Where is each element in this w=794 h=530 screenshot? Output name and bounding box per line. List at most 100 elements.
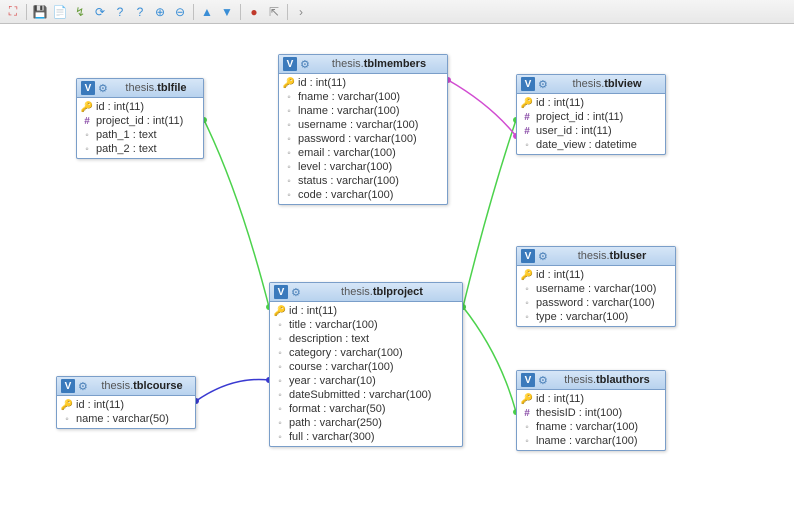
column-text: project_id : int(11) bbox=[96, 115, 183, 127]
column-icon: ◦ bbox=[275, 418, 285, 429]
gear-icon[interactable]: ⚙ bbox=[538, 78, 550, 90]
gear-icon[interactable]: ⚙ bbox=[538, 374, 550, 386]
help2-icon[interactable]: ? bbox=[131, 3, 149, 21]
table-column[interactable]: 🔑id : int(11) bbox=[77, 100, 203, 114]
table-header[interactable]: V⚙thesis.tblview bbox=[517, 75, 665, 94]
table-v-icon: V bbox=[521, 249, 535, 263]
table-column[interactable]: 🔑 id : int(11) bbox=[517, 392, 665, 406]
table-header[interactable]: V⚙thesis.tblproject bbox=[270, 283, 462, 302]
table-header[interactable]: V⚙thesis.tbluser bbox=[517, 247, 675, 266]
table-header[interactable]: V⚙thesis.tblcourse bbox=[57, 377, 195, 396]
table-header[interactable]: V⚙thesis.tblfile bbox=[77, 79, 203, 98]
table-name-label: tblauthors bbox=[596, 374, 650, 386]
table-columns: 🔑id : int(11)◦name : varchar(50) bbox=[57, 396, 195, 428]
table-column[interactable]: ◦username : varchar(100) bbox=[279, 118, 447, 132]
toolbar-separator bbox=[26, 4, 27, 20]
gear-icon[interactable]: ⚙ bbox=[300, 58, 312, 70]
table-column[interactable]: ◦name : varchar(50) bbox=[57, 412, 195, 426]
column-icon: ◦ bbox=[275, 376, 285, 387]
table-column[interactable]: ◦dateSubmitted : varchar(100) bbox=[270, 388, 462, 402]
table-column[interactable]: 🔑id : int(11) bbox=[57, 398, 195, 412]
table-column[interactable]: ◦fname : varchar(100) bbox=[517, 420, 665, 434]
table-tblfile[interactable]: V⚙thesis.tblfile 🔑id : int(11) # project_id… bbox=[76, 78, 204, 159]
table-header[interactable]: V⚙thesis.tblmembers bbox=[279, 55, 447, 74]
table-tblproject[interactable]: V⚙thesis.tblproject 🔑id : int(11)◦title :… bbox=[269, 282, 463, 447]
table-column[interactable]: ◦password : varchar(100) bbox=[517, 296, 675, 310]
save-icon[interactable]: 💾 bbox=[31, 3, 49, 21]
table-tbluser[interactable]: V⚙thesis.tbluser 🔑id : int(11)◦username :… bbox=[516, 246, 676, 327]
export-icon[interactable]: ⇱ bbox=[265, 3, 283, 21]
table-column[interactable]: #user_id : int(11) bbox=[517, 124, 665, 138]
column-text: path_2 : text bbox=[96, 143, 157, 155]
column-text: status : varchar(100) bbox=[298, 175, 399, 187]
relation-line bbox=[204, 120, 269, 307]
table-column[interactable]: ◦path_1 : text bbox=[77, 128, 203, 142]
column-icon: ◦ bbox=[284, 148, 294, 159]
table-tblview[interactable]: V⚙thesis.tblview 🔑id : int(11)#project_id… bbox=[516, 74, 666, 155]
gear-icon[interactable]: ⚙ bbox=[78, 380, 90, 392]
table-column[interactable]: ◦email : varchar(100) bbox=[279, 146, 447, 160]
column-icon: ◦ bbox=[284, 134, 294, 145]
table-column[interactable]: ◦type : varchar(100) bbox=[517, 310, 675, 324]
zoom-in-icon[interactable]: ⊕ bbox=[151, 3, 169, 21]
column-text: path : varchar(250) bbox=[289, 417, 382, 429]
table-column[interactable]: ◦level : varchar(100) bbox=[279, 160, 447, 174]
table-column[interactable]: 🔑id : int(11) bbox=[517, 96, 665, 110]
column-text: username : varchar(100) bbox=[536, 283, 656, 295]
relation-line bbox=[448, 80, 516, 136]
table-column[interactable]: ◦username : varchar(100) bbox=[517, 282, 675, 296]
table-tblmembers[interactable]: V⚙thesis.tblmembers🔑id : int(11)◦fname :… bbox=[278, 54, 448, 205]
table-column[interactable]: ◦path_2 : text bbox=[77, 142, 203, 156]
table-tblcourse[interactable]: V⚙thesis.tblcourse🔑id : int(11)◦name : v… bbox=[56, 376, 196, 429]
next-icon[interactable]: › bbox=[292, 3, 310, 21]
gear-icon[interactable]: ⚙ bbox=[538, 250, 550, 262]
gear-icon[interactable]: ⚙ bbox=[98, 82, 110, 94]
table-columns: 🔑id : int(11)◦fname : varchar(100)◦lname… bbox=[279, 74, 447, 204]
table-column[interactable]: ◦fname : varchar(100) bbox=[279, 90, 447, 104]
column-text: id : int(11) bbox=[76, 399, 124, 411]
table-column[interactable]: 🔑id : int(11) bbox=[279, 76, 447, 90]
relation-line bbox=[463, 120, 516, 307]
table-column[interactable]: ◦password : varchar(100) bbox=[279, 132, 447, 146]
gear-icon[interactable]: ⚙ bbox=[291, 286, 303, 298]
table-column[interactable]: #thesisID : int(100) bbox=[517, 406, 665, 420]
reload-icon[interactable]: ⟳ bbox=[91, 3, 109, 21]
zoom-out-icon[interactable]: ⊖ bbox=[171, 3, 189, 21]
help-icon[interactable]: ? bbox=[111, 3, 129, 21]
table-column[interactable]: ◦year : varchar(10) bbox=[270, 374, 462, 388]
table-column[interactable]: 🔑id : int(11) bbox=[270, 304, 462, 318]
table-column[interactable]: ◦title : varchar(100) bbox=[270, 318, 462, 332]
pdf-icon[interactable]: ● bbox=[245, 3, 263, 21]
down-icon[interactable]: ▼ bbox=[218, 3, 236, 21]
table-column[interactable]: ◦course : varchar(100) bbox=[270, 360, 462, 374]
primary-key-icon: 🔑 bbox=[522, 394, 532, 405]
table-column[interactable]: ◦lname : varchar(100) bbox=[279, 104, 447, 118]
table-column[interactable]: # project_id : int(11) bbox=[77, 114, 203, 128]
table-column[interactable]: ◦ path : varchar(250) bbox=[270, 416, 462, 430]
table-columns: 🔑 id : int(11)#thesisID : int(100)◦fname … bbox=[517, 390, 665, 450]
table-column[interactable]: ◦description : text bbox=[270, 332, 462, 346]
table-schema-label: thesis. bbox=[564, 374, 596, 386]
table-column[interactable]: #project_id : int(11) bbox=[517, 110, 665, 124]
primary-key-icon: 🔑 bbox=[522, 98, 532, 109]
table-tblauthors[interactable]: V⚙thesis.tblauthors🔑id : int(11)#thesisI… bbox=[516, 370, 666, 451]
table-column[interactable]: ◦full : varchar(300) bbox=[270, 430, 462, 444]
foreign-key-icon: # bbox=[522, 408, 532, 419]
table-columns: 🔑id : int(11)#project_id : int(11)◦path_… bbox=[77, 98, 203, 158]
path-icon[interactable]: ↯ bbox=[71, 3, 89, 21]
table-column[interactable]: 🔑id : int(11) bbox=[517, 268, 675, 282]
up-icon[interactable]: ▲ bbox=[198, 3, 216, 21]
column-text: format : varchar(50) bbox=[289, 403, 386, 415]
table-column[interactable]: ◦category : varchar(100) bbox=[270, 346, 462, 360]
table-column[interactable]: ◦format : varchar(50) bbox=[270, 402, 462, 416]
column-text: project_id : int(11) bbox=[536, 111, 623, 123]
table-header[interactable]: V⚙thesis.tblauthors bbox=[517, 371, 665, 390]
table-column[interactable]: ◦lname : varchar(100) bbox=[517, 434, 665, 448]
foreign-key-icon: # bbox=[82, 116, 92, 127]
expand-icon[interactable]: ⛶ bbox=[4, 3, 22, 21]
table-column[interactable]: ◦code : varchar(100) bbox=[279, 188, 447, 202]
column-text: id : int(11) bbox=[536, 393, 584, 405]
table-column[interactable]: ◦status : varchar(100) bbox=[279, 174, 447, 188]
table-column[interactable]: ◦date_view : datetime bbox=[517, 138, 665, 152]
document-icon[interactable]: 📄 bbox=[51, 3, 69, 21]
